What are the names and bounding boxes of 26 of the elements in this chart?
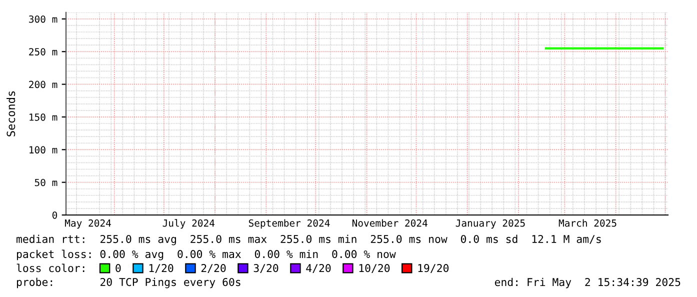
legend-label: 1/20 [149, 264, 174, 273]
text: end: Fri May 2 15:34:39 2025 [494, 278, 680, 288]
y-tick-label: 200 m [29, 80, 58, 88]
x-tick-label: January 2025 [456, 219, 525, 229]
legend-label: 0 [116, 264, 121, 272]
legend-title: loss color: [16, 264, 84, 272]
x-tick-label: November 2024 [352, 219, 428, 227]
y-tick-label: 0 [52, 212, 58, 219]
x-tick-label: May 2024 [65, 219, 111, 229]
y-tick-label: 250 m [29, 48, 58, 56]
y-tick-label: 300 m [29, 15, 58, 23]
x-tick-label: March 2025 [558, 219, 616, 227]
y-axis-title: Seconds [6, 91, 16, 136]
text: median rtt: 255.0 ms avg 255.0 ms max 255.0 ms min 255.0 ms now 0.0 ms sd 12.1 M am/s [16, 234, 601, 246]
legend-label: 2/20 [201, 264, 226, 273]
y-tick-label: 100 m [30, 146, 58, 154]
text: packet loss: 0.00 % avg 0.00 % max 0.00 % min 0.00 % now [16, 250, 396, 260]
legend-label: 19/20 [418, 264, 449, 273]
y-tick-label: 150 m [30, 113, 58, 121]
legend-label: 3/20 [254, 264, 278, 273]
x-tick-label: September 2024 [248, 219, 330, 229]
legend-label: 10/20 [359, 264, 390, 273]
y-tick-label: 50 m [34, 178, 58, 186]
legend-label: 4/20 [306, 264, 331, 273]
x-tick-label: July 2024 [162, 219, 215, 229]
text: probe: 20 TCP Pings every 60s [16, 278, 240, 288]
